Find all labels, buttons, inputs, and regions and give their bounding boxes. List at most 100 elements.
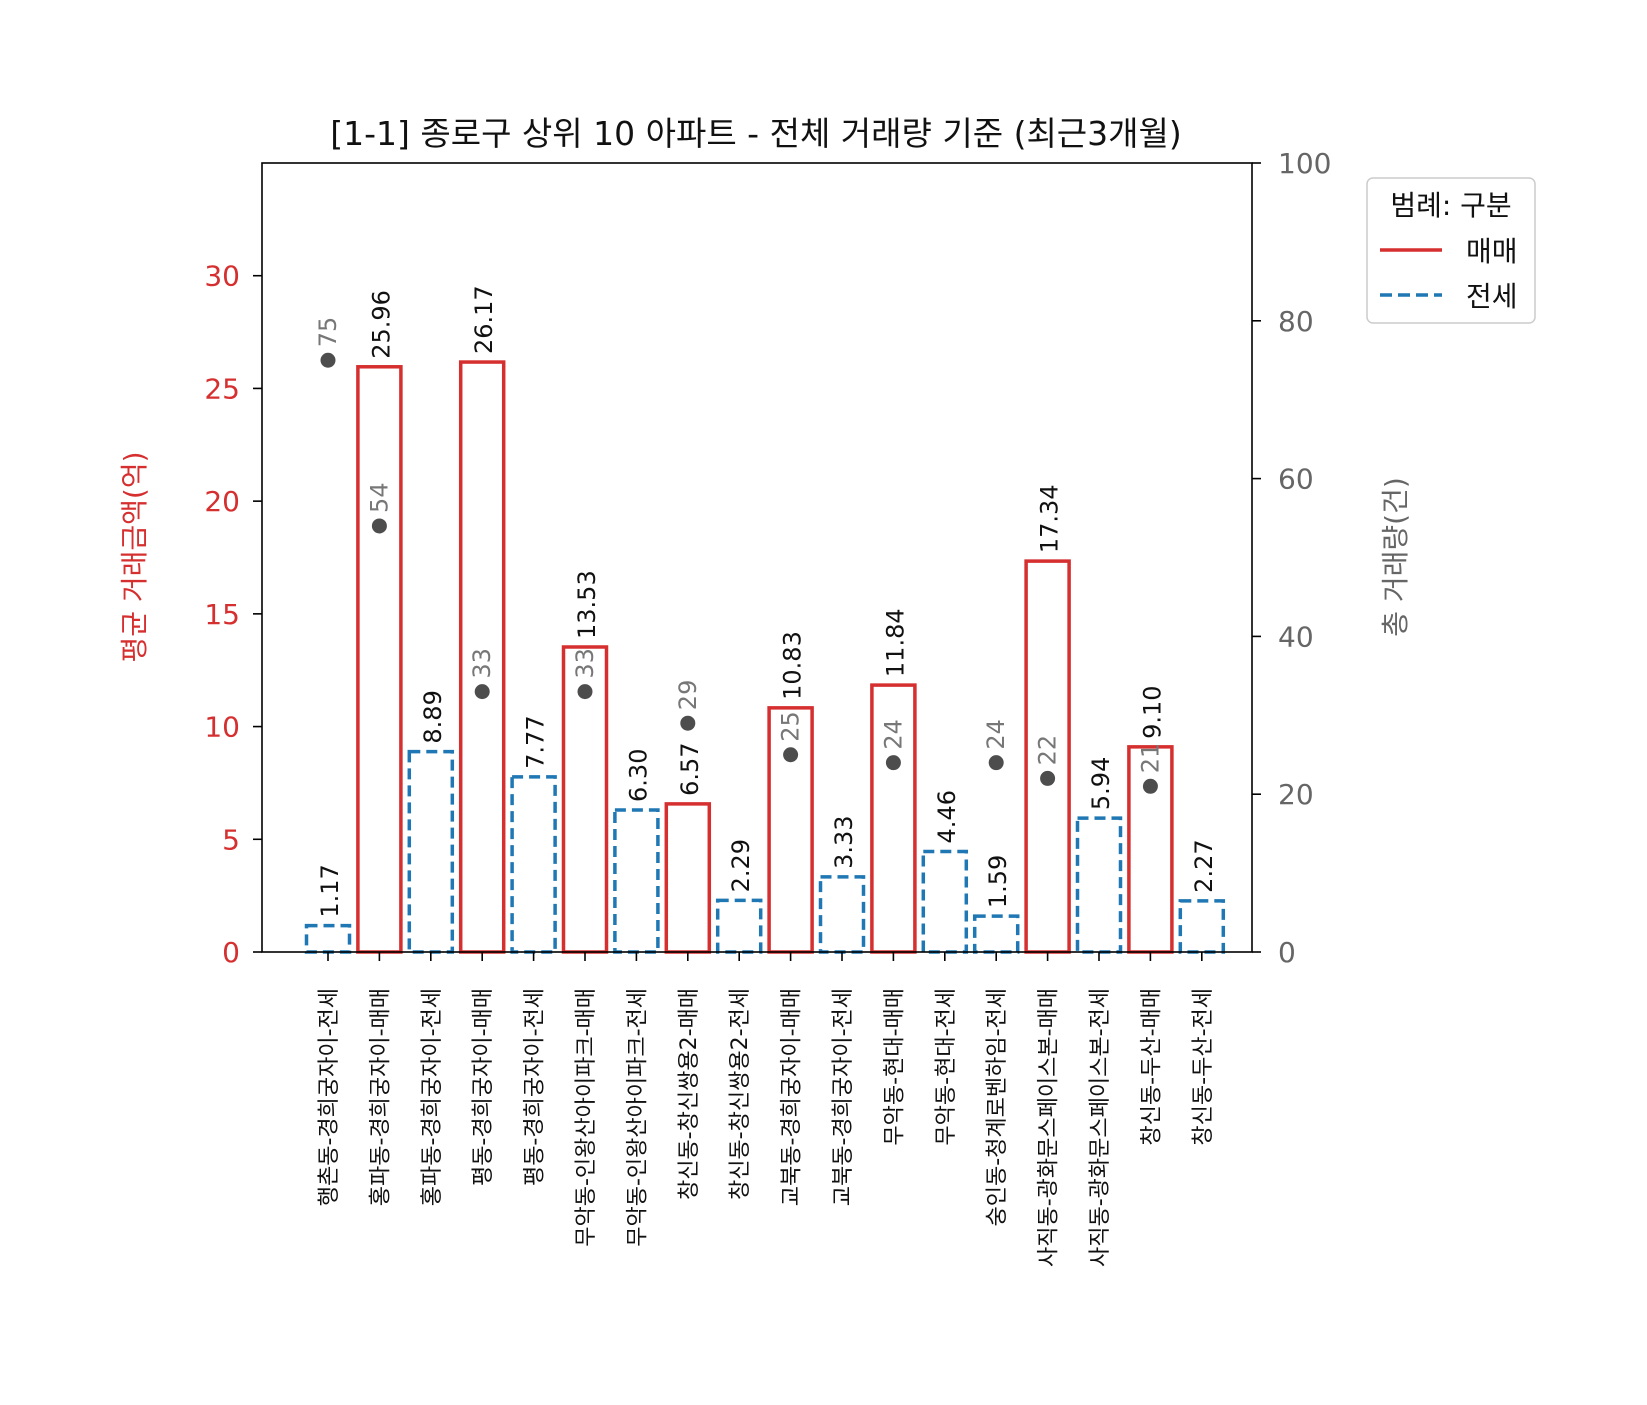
bar-16 [1127,745,1174,954]
right-axis-label: 총 거래량(건) [1379,477,1412,637]
bar-4 [510,775,557,954]
x-tick-label-16: 창신동-두산-매매 [1139,988,1164,1146]
volume-dot-5 [577,684,593,700]
x-tick-label-10: 교북동-경희궁자이-전세 [831,988,856,1206]
bar-value-label-10: 3.33 [830,815,858,868]
bar-value-label-16: 9.10 [1138,685,1166,738]
right-tick-label-0: 0 [1278,936,1296,969]
right-axis-ticks: 0 20 40 60 80 100 [1252,147,1331,969]
x-tick-label-15: 사직동-광화문스페이스본-전세 [1088,988,1113,1267]
bar-1 [356,365,403,954]
volume-dot-3 [474,684,490,700]
x-tick-label-6: 무악동-인왕산아이파크-전세 [625,988,650,1247]
bar-value-label-7: 6.57 [676,742,704,795]
x-tick-label-12: 무악동-현대-전세 [934,988,959,1146]
bar-value-label-11: 11.84 [881,608,909,677]
x-tick-label-2: 홍파동-경희궁자이-전세 [420,988,445,1206]
bar-value-label-8: 2.29 [727,839,755,892]
bar-value-label-1: 25.96 [367,290,395,359]
volume-value-label-11: 24 [879,719,907,750]
x-tick-label-7: 창신동-창신쌍용2-매매 [677,988,702,1200]
x-axis-ticks: 행촌동-경희궁자이-전세 홍파동-경희궁자이-매매 홍파동-경희궁자이-전세 평동-경… [317,952,1216,1267]
left-tick-label-2: 10 [204,711,240,744]
right-tick-label-3: 60 [1278,463,1314,496]
volume-dot-14 [1040,770,1056,786]
bar-value-label-0: 1.17 [316,864,344,917]
x-tick-label-11: 무악동-현대-매매 [882,988,907,1146]
bar-0 [304,923,352,954]
legend-title: 범례: 구분 [1390,189,1511,222]
volume-value-labels: 75 54 33 33 29 25 24 24 22 21 [314,317,1164,774]
bar-value-label-17: 2.27 [1190,839,1218,892]
bar-value-label-15: 5.94 [1087,757,1115,810]
x-tick-label-9: 교북동-경희궁자이-매매 [780,988,805,1206]
bar-6 [613,808,660,954]
right-tick-label-1: 20 [1278,778,1314,811]
volume-dot-9 [783,747,799,763]
volume-value-label-1: 54 [365,482,393,513]
legend: 범례: 구분 매매 전세 [1366,177,1536,324]
bar-9 [767,706,814,954]
bar-value-label-14: 17.34 [1036,484,1064,553]
bar-value-label-3: 26.17 [470,285,498,354]
volume-dot-13 [988,755,1004,771]
bar-17 [1178,899,1226,954]
x-tick-label-13: 숭인동-청계로벤하임-전세 [985,988,1010,1227]
volume-dot-1 [371,518,387,534]
x-tick-label-5: 무악동-인왕산아이파크-매매 [574,988,599,1247]
bar-value-labels: 1.17 25.96 8.89 26.17 7.77 13.53 6.30 6.57 2.29 1… [316,285,1218,917]
x-tick-label-0: 행촌동-경희궁자이-전세 [317,988,342,1206]
bar-value-label-13: 1.59 [984,855,1012,908]
bar-15 [1075,816,1123,954]
legend-label-jeonse: 전세 [1466,280,1518,313]
volume-dot-11 [885,755,901,771]
bar-12 [921,849,969,954]
volume-value-label-9: 25 [777,711,805,742]
right-tick-label-4: 80 [1278,305,1314,338]
volume-dot-16 [1142,778,1158,794]
plot-frame [261,162,1253,953]
bar-value-label-4: 7.77 [522,715,550,768]
left-tick-label-5: 25 [204,372,240,405]
bar-7 [664,802,712,954]
x-tick-label-1: 홍파동-경희궁자이-매매 [368,988,393,1206]
volume-value-label-13: 24 [982,719,1010,750]
left-tick-label-0: 0 [222,936,240,969]
volume-dots-layer [320,352,1158,794]
volume-value-label-3: 33 [468,648,496,679]
left-axis-label: 평균 거래금액(억) [118,451,151,662]
bar-value-label-6: 6.30 [624,749,652,802]
bar-value-label-12: 4.46 [933,790,961,843]
volume-dot-0 [320,352,336,368]
volume-dot-7 [680,715,696,731]
bar-8 [715,898,763,954]
left-tick-label-4: 20 [204,485,240,518]
legend-box [1366,177,1536,324]
x-tick-label-8: 창신동-창신쌍용2-전세 [728,988,753,1200]
bar-2 [407,749,455,954]
bar-value-label-9: 10.83 [779,631,807,700]
left-axis-ticks: 0 5 10 15 20 25 30 [204,260,262,969]
bar-10 [818,875,866,954]
volume-value-label-0: 75 [314,317,342,348]
legend-label-sale: 매매 [1466,235,1518,268]
bar-value-label-5: 13.53 [573,570,601,639]
bar-13 [972,914,1020,954]
right-tick-label-2: 40 [1278,620,1314,653]
volume-value-label-7: 29 [674,680,702,711]
left-tick-label-3: 15 [204,598,240,631]
bar-value-label-2: 8.89 [419,690,447,743]
volume-value-label-5: 33 [571,648,599,679]
x-tick-label-17: 창신동-두산-전세 [1191,988,1216,1146]
chart-title: [1-1] 종로구 상위 10 아파트 - 전체 거래량 기준 (최근3개월) [330,114,1182,153]
x-tick-label-3: 평동-경희궁자이-매매 [471,988,496,1186]
left-tick-label-6: 30 [204,260,240,293]
x-tick-label-4: 평동-경희궁자이-전세 [523,988,548,1186]
volume-value-label-16: 21 [1136,743,1164,774]
left-tick-label-1: 5 [222,823,240,856]
volume-value-label-14: 22 [1034,735,1062,766]
right-tick-label-5: 100 [1278,147,1331,180]
x-tick-label-14: 사직동-광화문스페이스본-매매 [1037,988,1062,1267]
bars-layer [304,360,1226,954]
